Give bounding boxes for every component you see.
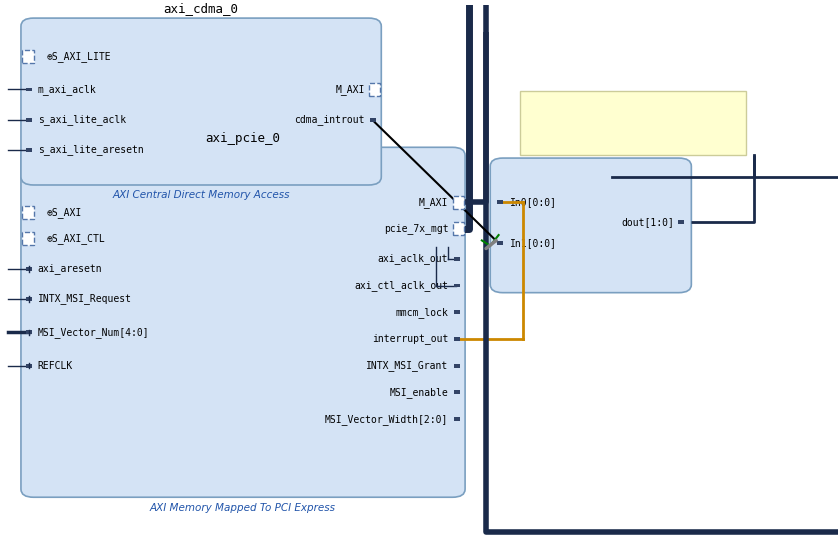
- Bar: [454, 364, 460, 368]
- Text: interrupt_out: interrupt_out: [372, 333, 448, 344]
- FancyBboxPatch shape: [21, 18, 381, 185]
- FancyBboxPatch shape: [490, 158, 691, 293]
- Bar: [454, 390, 460, 394]
- Text: M_AXI: M_AXI: [419, 197, 448, 207]
- Bar: [27, 267, 32, 271]
- Text: In1[0:0]: In1[0:0]: [510, 238, 556, 248]
- Text: Connect from 'cdma_introut' port: Connect from 'cdma_introut' port: [528, 108, 693, 119]
- Bar: [498, 200, 503, 204]
- Bar: [27, 330, 32, 334]
- Text: In0[0:0]: In0[0:0]: [510, 197, 556, 207]
- Bar: [454, 337, 460, 341]
- Bar: [370, 118, 375, 122]
- Text: axi_cdma_0: axi_cdma_0: [163, 2, 239, 15]
- Text: REFCLK: REFCLK: [38, 361, 73, 371]
- Bar: [22, 50, 34, 63]
- Bar: [454, 311, 460, 314]
- Text: pcie_7x_mgt: pcie_7x_mgt: [384, 223, 448, 234]
- Bar: [453, 195, 464, 209]
- Text: AXI Central Direct Memory Access: AXI Central Direct Memory Access: [112, 191, 290, 200]
- Text: MSI_Vector_Width[2:0]: MSI_Vector_Width[2:0]: [325, 414, 448, 425]
- Bar: [22, 206, 34, 219]
- Text: INTX_MSI_Request: INTX_MSI_Request: [38, 293, 132, 305]
- Text: s_axi_lite_aclk: s_axi_lite_aclk: [38, 114, 126, 125]
- Bar: [27, 148, 32, 151]
- Text: to 'In1' port: to 'In1' port: [528, 134, 586, 144]
- Text: MSI_Vector_Num[4:0]: MSI_Vector_Num[4:0]: [38, 327, 149, 338]
- Bar: [369, 83, 380, 96]
- FancyBboxPatch shape: [507, 171, 683, 289]
- Text: ⊕S_AXI: ⊕S_AXI: [47, 207, 82, 218]
- Bar: [454, 283, 460, 287]
- FancyBboxPatch shape: [38, 160, 457, 494]
- FancyBboxPatch shape: [38, 30, 373, 181]
- Bar: [454, 257, 460, 261]
- Bar: [27, 87, 32, 91]
- Bar: [498, 241, 503, 245]
- Text: dout[1:0]: dout[1:0]: [622, 217, 675, 227]
- FancyBboxPatch shape: [21, 147, 465, 497]
- Text: m_axi_aclk: m_axi_aclk: [38, 84, 96, 95]
- Text: axi_ctl_aclk_out: axi_ctl_aclk_out: [354, 280, 448, 291]
- Text: axi_pcie_0: axi_pcie_0: [205, 131, 281, 144]
- Text: s_axi_lite_aresetn: s_axi_lite_aresetn: [38, 144, 143, 155]
- Bar: [27, 297, 32, 301]
- Text: mmcm_lock: mmcm_lock: [396, 307, 448, 318]
- Text: ⊕S_AXI_LITE: ⊕S_AXI_LITE: [47, 51, 111, 62]
- FancyBboxPatch shape: [520, 91, 746, 155]
- Text: xlconcat_0: xlconcat_0: [553, 142, 628, 155]
- Text: MSI_enable: MSI_enable: [390, 387, 448, 398]
- Bar: [453, 222, 464, 235]
- Bar: [454, 417, 460, 421]
- Text: axi_aclk_out: axi_aclk_out: [378, 254, 448, 264]
- Text: AXI Memory Mapped To PCI Express: AXI Memory Mapped To PCI Express: [150, 503, 336, 513]
- Text: ⊕S_AXI_CTL: ⊕S_AXI_CTL: [47, 233, 106, 244]
- Text: M_AXI: M_AXI: [335, 84, 365, 95]
- Bar: [679, 220, 684, 224]
- Bar: [27, 118, 32, 122]
- Bar: [27, 364, 32, 368]
- Bar: [22, 232, 34, 245]
- Text: cdma_introut: cdma_introut: [294, 114, 365, 125]
- Text: axi_aresetn: axi_aresetn: [38, 263, 102, 274]
- Text: INTX_MSI_Grant: INTX_MSI_Grant: [366, 360, 448, 371]
